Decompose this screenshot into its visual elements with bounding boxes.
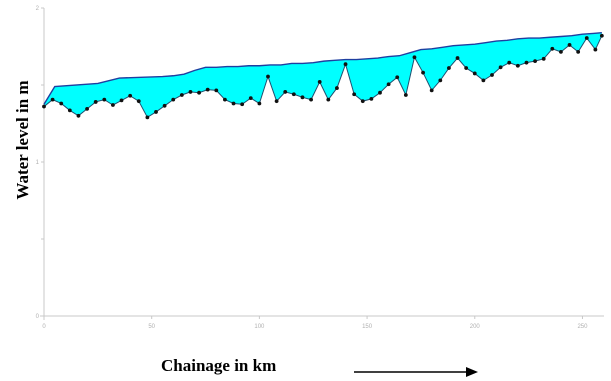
y-tick-label: 0 bbox=[36, 314, 40, 320]
x-tick-label: 0 bbox=[42, 324, 46, 330]
data-point bbox=[429, 88, 434, 93]
data-point bbox=[395, 75, 400, 80]
data-point bbox=[386, 82, 391, 87]
data-point bbox=[154, 110, 158, 114]
data-point bbox=[515, 63, 520, 68]
data-point bbox=[309, 97, 313, 102]
data-point bbox=[231, 101, 236, 106]
data-point bbox=[541, 56, 546, 61]
data-point bbox=[111, 103, 115, 107]
data-point bbox=[119, 98, 124, 103]
data-point bbox=[599, 33, 604, 38]
data-point bbox=[335, 86, 339, 90]
data-point bbox=[171, 97, 176, 102]
series-line-upper bbox=[43, 31, 602, 105]
data-point bbox=[507, 60, 512, 65]
data-point bbox=[162, 103, 167, 108]
data-point bbox=[85, 106, 89, 111]
data-point bbox=[490, 73, 494, 77]
data-point bbox=[50, 97, 55, 102]
data-point bbox=[533, 59, 537, 64]
data-point bbox=[472, 71, 477, 76]
data-point bbox=[205, 87, 210, 92]
data-point bbox=[240, 102, 245, 107]
data-point bbox=[179, 93, 184, 97]
data-point bbox=[300, 95, 305, 100]
x-direction-arrow-icon bbox=[354, 367, 478, 377]
data-point bbox=[524, 60, 529, 65]
x-axis-title: Chainage in km bbox=[161, 356, 276, 375]
data-point bbox=[93, 100, 98, 104]
data-point bbox=[257, 101, 262, 106]
data-point bbox=[326, 97, 331, 102]
axes: 0 1 2 0 50 100 150 200 250 bbox=[36, 6, 604, 330]
y-tick-label: 2 bbox=[36, 6, 40, 12]
data-point bbox=[214, 88, 219, 93]
data-point bbox=[421, 70, 425, 75]
data-point bbox=[145, 115, 150, 120]
data-point bbox=[67, 108, 72, 113]
data-point bbox=[360, 99, 365, 104]
data-point bbox=[464, 66, 469, 70]
data-point bbox=[248, 96, 253, 100]
x-tick-label: 250 bbox=[577, 324, 588, 330]
data-point bbox=[559, 49, 563, 54]
data-point bbox=[317, 80, 322, 84]
data-point bbox=[593, 47, 598, 52]
x-tick-label: 150 bbox=[362, 324, 373, 330]
data-point bbox=[274, 99, 279, 104]
band-fill bbox=[44, 32, 602, 118]
data-point bbox=[369, 96, 374, 101]
data-point bbox=[584, 36, 589, 40]
data-point bbox=[197, 90, 201, 95]
data-point bbox=[567, 43, 572, 47]
data-point bbox=[136, 99, 141, 104]
data-point bbox=[403, 93, 408, 97]
data-point bbox=[283, 90, 288, 94]
y-tick-label: 1 bbox=[36, 160, 40, 166]
data-point bbox=[412, 55, 417, 60]
water-level-band bbox=[44, 32, 602, 118]
x-tick-label: 50 bbox=[148, 324, 155, 330]
data-point bbox=[378, 90, 382, 95]
data-point bbox=[266, 74, 270, 79]
data-point bbox=[550, 46, 555, 51]
series-points bbox=[42, 33, 604, 120]
data-point bbox=[291, 92, 296, 97]
x-tick-label: 200 bbox=[470, 324, 481, 330]
data-point bbox=[128, 93, 133, 98]
data-point bbox=[576, 49, 581, 54]
data-point bbox=[438, 78, 443, 83]
data-point bbox=[455, 56, 460, 60]
data-point bbox=[343, 62, 348, 67]
data-point bbox=[447, 66, 451, 70]
data-point bbox=[498, 65, 503, 70]
data-point bbox=[59, 101, 64, 106]
data-point bbox=[102, 97, 107, 102]
data-point bbox=[76, 113, 81, 118]
data-point bbox=[42, 104, 46, 109]
data-point bbox=[188, 90, 193, 94]
data-point bbox=[352, 92, 357, 97]
data-point bbox=[481, 78, 486, 83]
y-axis-title: Water level in m bbox=[13, 80, 32, 199]
x-tick-label: 100 bbox=[254, 324, 265, 330]
data-point bbox=[223, 97, 227, 102]
